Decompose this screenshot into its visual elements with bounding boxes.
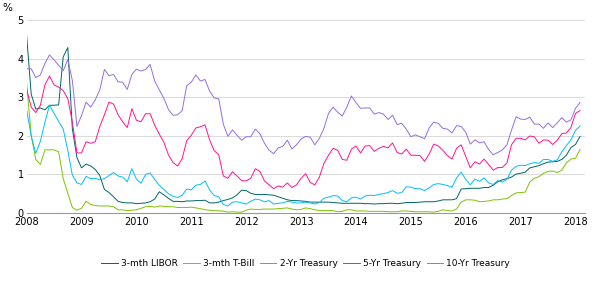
3-mth LIBOR xyxy=(325,200,332,204)
3-mth T-Bill xyxy=(23,81,30,84)
5-Yr Treasury xyxy=(46,74,53,78)
5-Yr Treasury xyxy=(568,126,575,129)
3-mth LIBOR xyxy=(202,198,209,202)
Line: 10-Yr Treasury: 10-Yr Treasury xyxy=(27,55,580,155)
5-Yr Treasury xyxy=(577,109,584,112)
10-Yr Treasury xyxy=(156,88,163,92)
5-Yr Treasury xyxy=(334,148,342,152)
3-mth LIBOR xyxy=(23,34,30,38)
10-Yr Treasury xyxy=(544,121,552,125)
3-mth T-Bill xyxy=(151,205,158,209)
10-Yr Treasury xyxy=(330,105,337,109)
5-Yr Treasury xyxy=(270,187,277,190)
10-Yr Treasury xyxy=(23,67,30,70)
3-mth LIBOR xyxy=(540,162,547,166)
3-mth T-Bill xyxy=(563,161,570,165)
3-mth LIBOR xyxy=(563,153,570,157)
5-Yr Treasury xyxy=(544,138,552,142)
10-Yr Treasury xyxy=(577,101,584,104)
2-Yr Treasury xyxy=(206,188,213,192)
2-Yr Treasury xyxy=(384,191,392,194)
2-Yr Treasury xyxy=(224,204,231,208)
3-mth T-Bill xyxy=(202,208,209,211)
5-Yr Treasury xyxy=(23,87,30,91)
3-mth LIBOR xyxy=(371,202,378,206)
Line: 2-Yr Treasury: 2-Yr Treasury xyxy=(27,105,580,206)
2-Yr Treasury xyxy=(334,194,342,198)
10-Yr Treasury xyxy=(380,112,387,116)
10-Yr Treasury xyxy=(206,89,213,93)
2-Yr Treasury xyxy=(544,158,552,161)
5-Yr Treasury xyxy=(206,138,213,142)
3-mth T-Bill xyxy=(224,210,231,214)
5-Yr Treasury xyxy=(156,132,163,136)
10-Yr Treasury xyxy=(490,153,497,157)
Legend: 3-mth LIBOR, 3-mth T-Bill, 2-Yr Treasury, 5-Yr Treasury, 10-Yr Treasury: 3-mth LIBOR, 3-mth T-Bill, 2-Yr Treasury… xyxy=(98,256,513,272)
2-Yr Treasury xyxy=(156,183,163,187)
2-Yr Treasury xyxy=(23,108,30,111)
3-mth T-Bill xyxy=(577,148,584,151)
5-Yr Treasury xyxy=(384,146,392,150)
Line: 3-mth T-Bill: 3-mth T-Bill xyxy=(27,82,580,212)
10-Yr Treasury xyxy=(568,118,575,122)
Y-axis label: %: % xyxy=(2,3,12,13)
3-mth LIBOR xyxy=(380,202,387,206)
10-Yr Treasury xyxy=(46,53,53,57)
3-mth LIBOR xyxy=(151,197,158,201)
3-mth T-Bill xyxy=(540,172,547,175)
2-Yr Treasury xyxy=(568,138,575,142)
Line: 5-Yr Treasury: 5-Yr Treasury xyxy=(27,76,580,189)
3-mth LIBOR xyxy=(577,135,584,138)
3-mth T-Bill xyxy=(380,210,387,213)
2-Yr Treasury xyxy=(46,103,53,107)
Line: 3-mth LIBOR: 3-mth LIBOR xyxy=(27,36,580,204)
3-mth T-Bill xyxy=(330,209,337,212)
2-Yr Treasury xyxy=(577,124,584,128)
